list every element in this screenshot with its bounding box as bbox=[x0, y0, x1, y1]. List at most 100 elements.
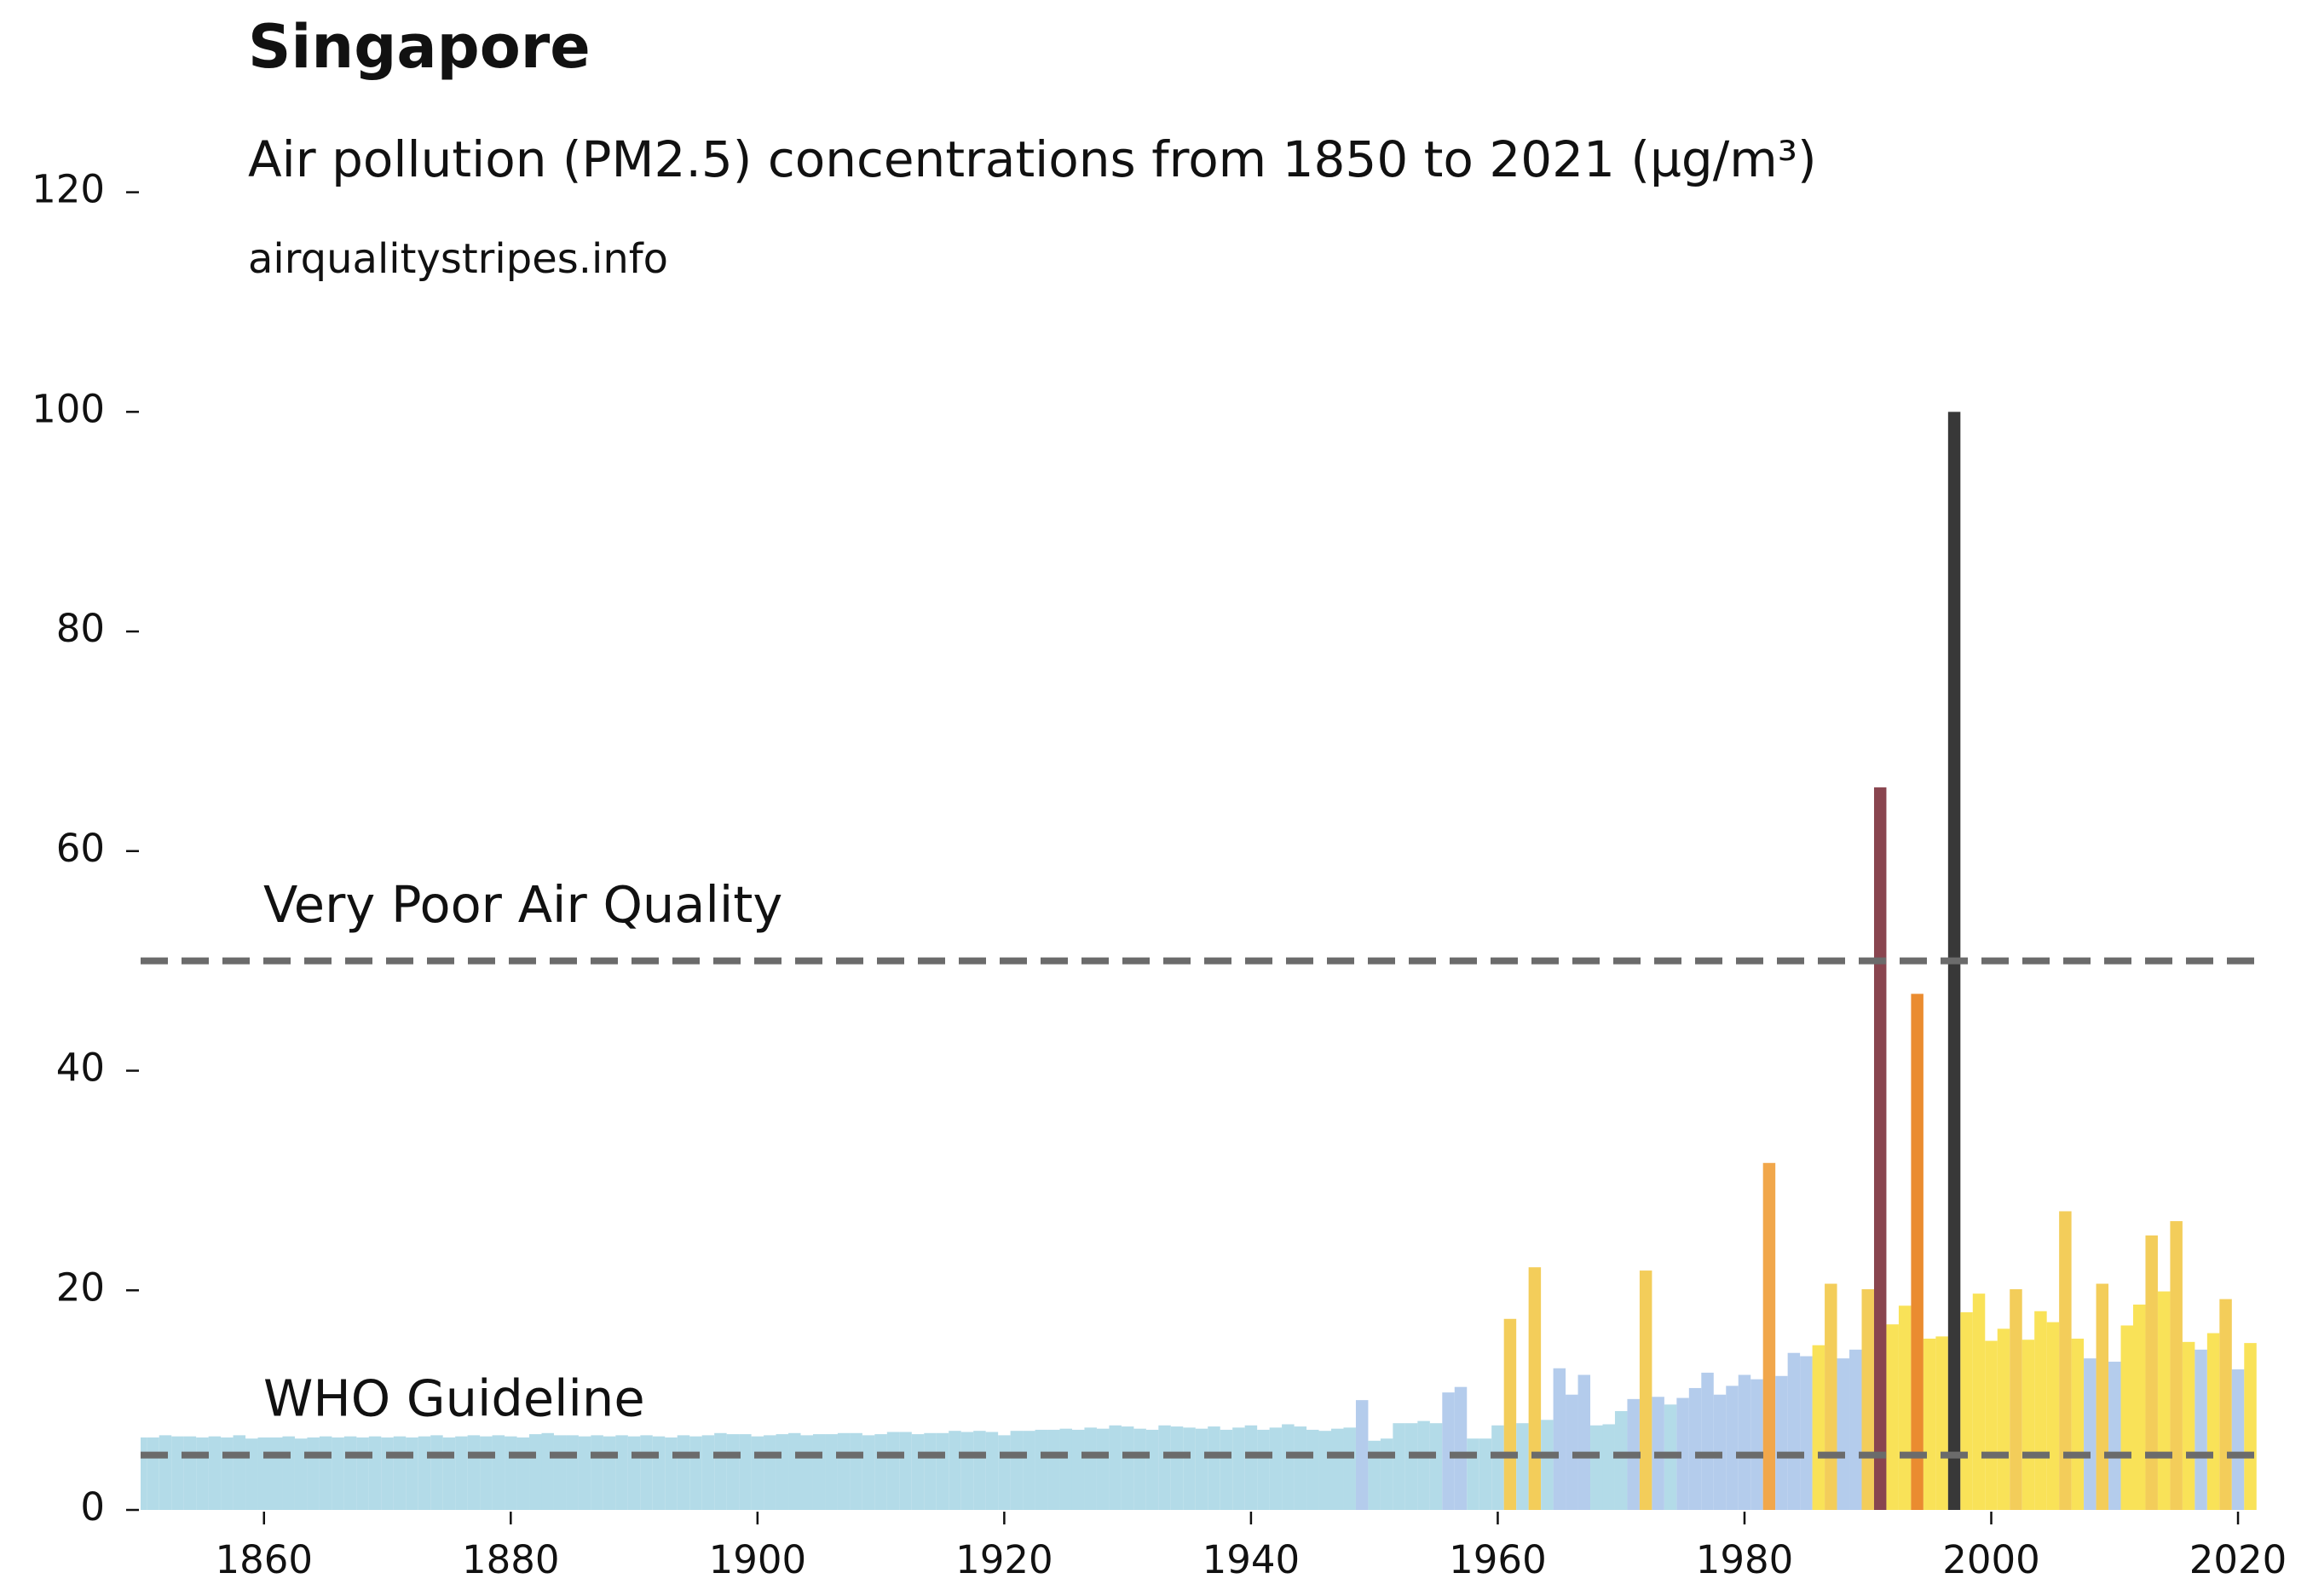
bar bbox=[1602, 1424, 1615, 1510]
bar bbox=[1898, 1305, 1912, 1510]
bar bbox=[936, 1432, 949, 1510]
bar bbox=[615, 1435, 628, 1510]
bar bbox=[1738, 1374, 1751, 1510]
bar bbox=[998, 1435, 1011, 1510]
bar bbox=[726, 1434, 740, 1510]
bar bbox=[1195, 1428, 1208, 1510]
y-tick-label: 0 bbox=[80, 1484, 105, 1530]
bar bbox=[1096, 1428, 1110, 1510]
x-tick-label: 1940 bbox=[1203, 1537, 1301, 1582]
bar bbox=[147, 1437, 159, 1510]
bar bbox=[591, 1435, 603, 1510]
reference-label: Very Poor Air Quality bbox=[263, 875, 782, 934]
bar bbox=[1614, 1411, 1628, 1510]
bar bbox=[270, 1437, 283, 1510]
x-tick-label: 2020 bbox=[2189, 1537, 2287, 1582]
bar bbox=[2108, 1362, 2121, 1510]
bar bbox=[368, 1436, 382, 1510]
bar bbox=[1516, 1423, 1529, 1510]
bar bbox=[739, 1434, 752, 1510]
bar bbox=[2244, 1343, 2257, 1510]
bar bbox=[1380, 1438, 1393, 1510]
y-tick-label: 100 bbox=[32, 386, 105, 431]
bar bbox=[973, 1431, 986, 1510]
bar bbox=[1750, 1379, 1763, 1510]
bar bbox=[1972, 1294, 1986, 1510]
bar bbox=[1318, 1431, 1332, 1510]
bar bbox=[381, 1437, 394, 1510]
bar bbox=[1306, 1429, 1319, 1510]
bar bbox=[196, 1437, 209, 1510]
bar bbox=[837, 1432, 851, 1510]
bar bbox=[516, 1437, 530, 1510]
bar bbox=[356, 1437, 369, 1510]
bar bbox=[2145, 1235, 2158, 1510]
bar bbox=[1257, 1429, 1270, 1510]
chart-title: Singapore bbox=[248, 12, 591, 82]
bar bbox=[677, 1435, 690, 1510]
bar bbox=[442, 1437, 456, 1510]
bar bbox=[2219, 1299, 2232, 1510]
bar bbox=[2182, 1341, 2195, 1510]
bar bbox=[1590, 1425, 1603, 1510]
bar bbox=[1528, 1267, 1542, 1510]
bar bbox=[1997, 1328, 2010, 1510]
bar bbox=[1393, 1423, 1405, 1510]
bar bbox=[1404, 1423, 1418, 1510]
bar bbox=[332, 1437, 344, 1510]
bar bbox=[1726, 1386, 1739, 1510]
bar bbox=[480, 1436, 493, 1510]
bar bbox=[2022, 1340, 2035, 1510]
bar bbox=[2096, 1283, 2109, 1510]
bar bbox=[2206, 1333, 2220, 1510]
bar bbox=[245, 1438, 258, 1510]
bar bbox=[505, 1436, 517, 1510]
bar bbox=[343, 1436, 357, 1510]
bar bbox=[701, 1435, 715, 1510]
bar bbox=[764, 1435, 776, 1510]
bar bbox=[319, 1436, 332, 1510]
bar bbox=[2010, 1288, 2022, 1510]
bar bbox=[1269, 1427, 1283, 1510]
bar bbox=[850, 1432, 862, 1510]
bar bbox=[1059, 1428, 1072, 1510]
bar bbox=[2084, 1358, 2096, 1510]
bar bbox=[2034, 1311, 2047, 1510]
x-tick-label: 1960 bbox=[1449, 1537, 1547, 1582]
bar bbox=[911, 1434, 925, 1510]
bar bbox=[2120, 1325, 2133, 1510]
chart-subtitle: Air pollution (PM2.5) concentrations fro… bbox=[248, 130, 1817, 188]
bar bbox=[825, 1434, 838, 1510]
bar bbox=[2046, 1322, 2060, 1510]
x-tick-label: 1880 bbox=[462, 1537, 560, 1582]
bar bbox=[492, 1435, 505, 1510]
bar bbox=[1368, 1440, 1381, 1510]
bar bbox=[257, 1437, 271, 1510]
bar bbox=[1812, 1345, 1825, 1510]
bar bbox=[455, 1436, 468, 1510]
bar bbox=[406, 1437, 418, 1510]
bar bbox=[1220, 1429, 1233, 1510]
bar bbox=[208, 1436, 222, 1510]
x-tick-label: 1980 bbox=[1696, 1537, 1794, 1582]
bar bbox=[541, 1432, 554, 1510]
bar bbox=[1886, 1324, 1899, 1510]
bar bbox=[1985, 1340, 1998, 1510]
bar bbox=[1553, 1368, 1566, 1510]
bar bbox=[529, 1434, 542, 1510]
bar bbox=[665, 1437, 678, 1510]
bar bbox=[1282, 1424, 1295, 1510]
bar bbox=[1491, 1425, 1504, 1510]
bar bbox=[1923, 1338, 1936, 1510]
bar bbox=[751, 1436, 764, 1510]
bar bbox=[1541, 1420, 1554, 1510]
bar bbox=[1355, 1400, 1369, 1510]
y-tick-label: 60 bbox=[56, 826, 105, 871]
bar bbox=[1861, 1288, 1874, 1510]
bar bbox=[221, 1437, 234, 1510]
bar bbox=[2157, 1291, 2171, 1510]
bar bbox=[1047, 1429, 1060, 1510]
bar bbox=[1935, 1336, 1948, 1510]
y-tick-label: 80 bbox=[56, 606, 105, 651]
